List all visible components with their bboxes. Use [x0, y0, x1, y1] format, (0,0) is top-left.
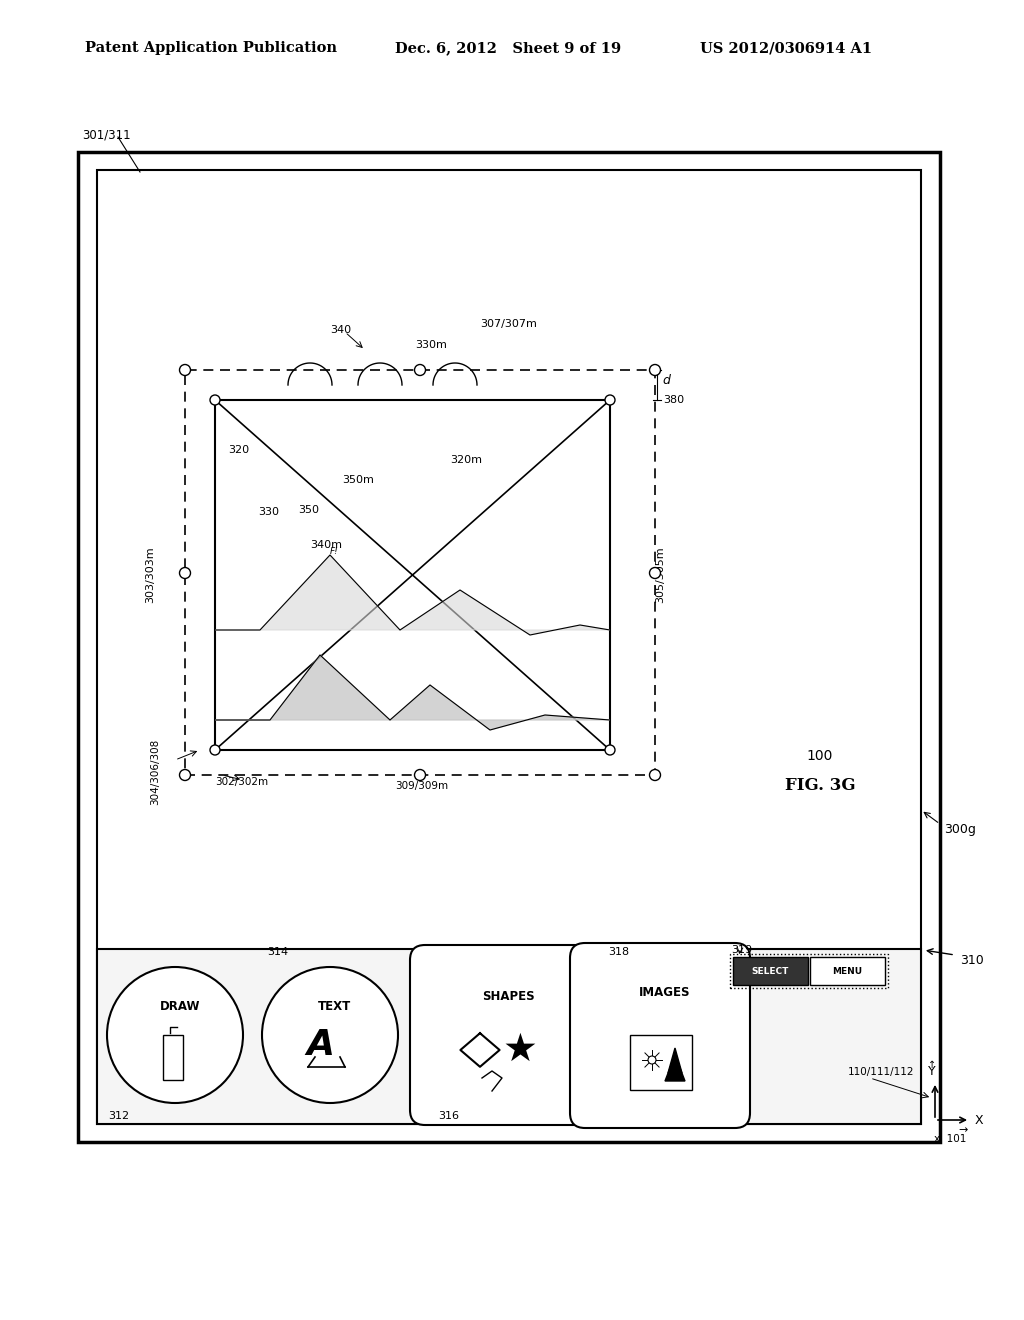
Text: SHAPES: SHAPES: [481, 990, 535, 1003]
Polygon shape: [215, 554, 610, 635]
Text: 309/309m: 309/309m: [395, 781, 449, 791]
Text: 320m: 320m: [450, 455, 482, 465]
Text: 330: 330: [258, 507, 279, 517]
Text: 350: 350: [298, 506, 319, 515]
Text: x  101: x 101: [934, 1134, 967, 1144]
Circle shape: [179, 568, 190, 578]
Text: FIG. 3G: FIG. 3G: [784, 777, 855, 795]
Bar: [810, 957, 885, 985]
Text: 330m: 330m: [415, 341, 446, 350]
Polygon shape: [668, 1048, 682, 1073]
Circle shape: [605, 744, 615, 755]
Circle shape: [415, 770, 426, 780]
Circle shape: [649, 770, 660, 780]
Circle shape: [210, 395, 220, 405]
Bar: [78, 152, 940, 1142]
Text: 303/303m: 303/303m: [145, 546, 155, 603]
Text: 319: 319: [731, 945, 752, 954]
Text: →: →: [958, 1125, 968, 1135]
Text: 340: 340: [330, 325, 351, 335]
Circle shape: [649, 364, 660, 375]
Text: 320: 320: [228, 445, 249, 455]
Bar: [215, 400, 610, 750]
Text: F!: F!: [330, 548, 339, 557]
Text: 110/111/112: 110/111/112: [848, 1067, 914, 1077]
Text: A: A: [306, 1028, 334, 1063]
Text: ↑: ↑: [928, 1060, 936, 1071]
Circle shape: [262, 968, 398, 1104]
Text: TEXT: TEXT: [318, 1001, 351, 1014]
Circle shape: [605, 395, 615, 405]
Text: 305/305m: 305/305m: [655, 546, 665, 603]
Bar: [97, 170, 921, 1125]
Text: Patent Application Publication: Patent Application Publication: [85, 41, 337, 55]
Text: 302/302m: 302/302m: [215, 777, 268, 787]
Text: 301/311: 301/311: [82, 128, 131, 141]
Text: IMAGES: IMAGES: [639, 986, 691, 999]
Text: MENU: MENU: [833, 966, 862, 975]
FancyBboxPatch shape: [410, 945, 590, 1125]
Polygon shape: [215, 655, 610, 730]
Circle shape: [179, 364, 190, 375]
Text: US 2012/0306914 A1: US 2012/0306914 A1: [700, 41, 872, 55]
Text: 316: 316: [438, 1111, 459, 1121]
Bar: [730, 954, 888, 987]
Polygon shape: [665, 1055, 685, 1081]
Circle shape: [648, 1056, 656, 1064]
Text: 350m: 350m: [342, 475, 374, 484]
Circle shape: [210, 744, 220, 755]
Text: 380: 380: [663, 395, 684, 405]
Circle shape: [649, 568, 660, 578]
Text: 310: 310: [961, 953, 984, 966]
Text: Dec. 6, 2012   Sheet 9 of 19: Dec. 6, 2012 Sheet 9 of 19: [395, 41, 622, 55]
Text: 100: 100: [807, 748, 834, 763]
Circle shape: [106, 968, 243, 1104]
Polygon shape: [461, 1034, 500, 1067]
Text: 318: 318: [608, 946, 629, 957]
FancyBboxPatch shape: [570, 942, 750, 1129]
Text: 307/307m: 307/307m: [480, 319, 537, 329]
Text: SELECT: SELECT: [752, 966, 790, 975]
Text: DRAW: DRAW: [160, 1001, 201, 1014]
Bar: [97, 949, 921, 1125]
Text: X: X: [975, 1114, 984, 1126]
Bar: [630, 1035, 692, 1090]
Text: 312: 312: [108, 1111, 129, 1121]
Text: 340m: 340m: [310, 540, 342, 550]
Text: ★: ★: [503, 1031, 538, 1069]
Text: d: d: [662, 374, 670, 387]
Text: 300g: 300g: [944, 824, 976, 837]
Text: Y: Y: [928, 1065, 936, 1078]
Circle shape: [179, 770, 190, 780]
Circle shape: [415, 364, 426, 375]
Text: 314: 314: [267, 946, 288, 957]
Text: 304/306/308: 304/306/308: [150, 739, 160, 805]
Bar: [733, 957, 808, 985]
Bar: [163, 1035, 183, 1080]
